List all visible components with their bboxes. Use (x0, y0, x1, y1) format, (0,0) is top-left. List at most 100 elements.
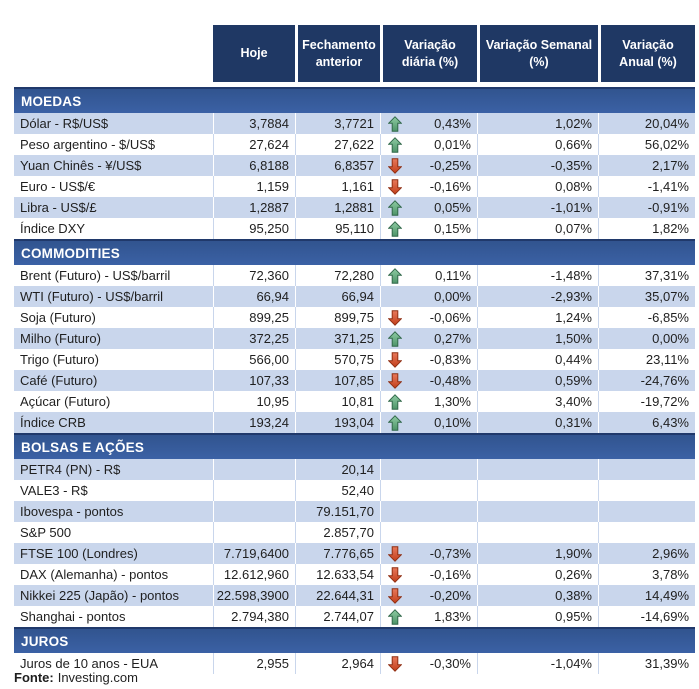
arrow-up-icon (387, 220, 402, 237)
header-spacer (14, 25, 213, 82)
arrow-placeholder (387, 525, 402, 541)
table-row-indice-crb: Índice CRB 193,24 193,04 0,10% 0,31% 6,43% (14, 412, 695, 433)
arrow-up-icon (387, 136, 402, 153)
cell-variacao-diaria: 0,05% (380, 197, 477, 218)
cell-variacao-diaria (380, 480, 477, 501)
table-row-indice-dxy: Índice DXY 95,250 95,110 0,15% 0,07% 1,82% (14, 218, 695, 239)
arrow-up-icon (387, 199, 402, 216)
cell-variacao-anual: 0,00% (598, 328, 695, 349)
variacao-diaria-value: -0,73% (429, 546, 471, 561)
cell-hoje: 1,159 (213, 176, 295, 197)
cell-hoje: 899,25 (213, 307, 295, 328)
table-row-milho-futuro: Milho (Futuro) 372,25 371,25 0,27% 1,50% 0,00… (14, 328, 695, 349)
cell-variacao-semanal: -2,93% (477, 286, 598, 307)
variacao-diaria-value: 0,00% (434, 289, 471, 304)
cell-variacao-diaria (380, 459, 477, 480)
cell-fechamento-anterior: 79.151,70 (295, 501, 380, 522)
cell-variacao-semanal: 0,38% (477, 585, 598, 606)
cell-variacao-anual: 35,07% (598, 286, 695, 307)
column-header-hoje: Hoje (213, 25, 295, 82)
cell-fechamento-anterior: 2,964 (295, 653, 380, 674)
cell-hoje: 27,624 (213, 134, 295, 155)
cell-label: S&P 500 (20, 525, 72, 540)
cell-variacao-semanal: 0,07% (477, 218, 598, 239)
cell-fechamento-anterior: 6,8357 (295, 155, 380, 176)
cell-variacao-anual: 14,49% (598, 585, 695, 606)
column-header-row: Hoje Fechamento anterior Variação diária… (14, 25, 695, 82)
market-table: Hoje Fechamento anterior Variação diária… (14, 25, 695, 674)
table-row-juros-de-10-anos-eua: Juros de 10 anos - EUA 2,955 2,964 -0,30% -1… (14, 653, 695, 674)
cell-variacao-anual: 6,43% (598, 412, 695, 433)
cell-variacao-anual: 2,17% (598, 155, 695, 176)
cell-variacao-semanal: 1,50% (477, 328, 598, 349)
table-row-vale3-r: VALE3 - R$ 52,40 (14, 480, 695, 501)
cell-fechamento-anterior: 3,7721 (295, 113, 380, 134)
variacao-diaria-value: 1,30% (434, 394, 471, 409)
cell-variacao-anual: 56,02% (598, 134, 695, 155)
cell-hoje: 95,250 (213, 218, 295, 239)
cell-variacao-anual: -19,72% (598, 391, 695, 412)
cell-label: Euro - US$/€ (20, 179, 96, 194)
arrow-up-icon (387, 330, 402, 347)
cell-variacao-semanal (477, 501, 598, 522)
cell-label: VALE3 - R$ (20, 483, 88, 498)
table-row-wti-futuro-us-barril: WTI (Futuro) - US$/barril 66,94 66,94 0,00%… (14, 286, 695, 307)
cell-variacao-anual: -6,85% (598, 307, 695, 328)
cell-variacao-diaria: -0,16% (380, 564, 477, 585)
cell-variacao-anual: -1,41% (598, 176, 695, 197)
section-header-moedas: MOEDAS (14, 87, 695, 113)
table-row-dax-alemanha-pontos: DAX (Alemanha) - pontos 12.612,960 12.633,… (14, 564, 695, 585)
cell-fechamento-anterior: 371,25 (295, 328, 380, 349)
table-row-peso-argentino-us: Peso argentino - $/US$ 27,624 27,622 0,01% 0… (14, 134, 695, 155)
cell-variacao-diaria (380, 522, 477, 543)
variacao-diaria-value: -0,20% (429, 588, 471, 603)
cell-label: Café (Futuro) (20, 373, 98, 388)
cell-hoje: 2.794,380 (213, 606, 295, 627)
cell-hoje: 22.598,3900 (213, 585, 295, 606)
cell-hoje: 10,95 (213, 391, 295, 412)
cell-label: Yuan Chinês - ¥/US$ (20, 158, 142, 173)
cell-variacao-semanal: 1,90% (477, 543, 598, 564)
cell-label: Brent (Futuro) - US$/barril (20, 268, 171, 283)
cell-hoje: 72,360 (213, 265, 295, 286)
cell-variacao-semanal: 0,66% (477, 134, 598, 155)
cell-variacao-anual: 2,96% (598, 543, 695, 564)
cell-variacao-diaria: 0,11% (380, 265, 477, 286)
cell-variacao-diaria: -0,20% (380, 585, 477, 606)
cell-fechamento-anterior: 899,75 (295, 307, 380, 328)
cell-label: Libra - US$/£ (20, 200, 97, 215)
cell-variacao-anual: 1,82% (598, 218, 695, 239)
cell-label: PETR4 (PN) - R$ (20, 462, 121, 477)
table-body: MOEDAS Dólar - R$/US$ 3,7884 3,7721 0,43% 1,0… (14, 87, 695, 674)
cell-variacao-diaria: -0,06% (380, 307, 477, 328)
arrow-down-icon (387, 178, 402, 195)
cell-fechamento-anterior: 1,2881 (295, 197, 380, 218)
table-row-petr4-pn-r: PETR4 (PN) - R$ 20,14 (14, 459, 695, 480)
cell-variacao-anual: 3,78% (598, 564, 695, 585)
cell-variacao-diaria: 0,43% (380, 113, 477, 134)
table-row-euro-us: Euro - US$/€ 1,159 1,161 -0,16% 0,08% -1,41% (14, 176, 695, 197)
cell-fechamento-anterior: 193,04 (295, 412, 380, 433)
cell-label: Peso argentino - $/US$ (20, 137, 156, 152)
cell-variacao-anual (598, 480, 695, 501)
cell-hoje: 193,24 (213, 412, 295, 433)
cell-variacao-semanal: -1,04% (477, 653, 598, 674)
arrow-down-icon (387, 655, 402, 672)
cell-fechamento-anterior: 27,622 (295, 134, 380, 155)
arrow-down-icon (387, 309, 402, 326)
cell-variacao-diaria: -0,30% (380, 653, 477, 674)
cell-variacao-diaria: -0,16% (380, 176, 477, 197)
cell-variacao-semanal: -1,48% (477, 265, 598, 286)
cell-variacao-diaria: -0,25% (380, 155, 477, 176)
cell-fechamento-anterior: 20,14 (295, 459, 380, 480)
cell-label: Dólar - R$/US$ (20, 116, 109, 131)
cell-variacao-diaria: -0,48% (380, 370, 477, 391)
cell-variacao-diaria: 0,00% (380, 286, 477, 307)
cell-fechamento-anterior: 12.633,54 (295, 564, 380, 585)
arrow-placeholder (387, 483, 402, 499)
cell-label: Nikkei 225 (Japão) - pontos (20, 588, 179, 603)
arrow-up-icon (387, 393, 402, 410)
source-footer: Fonte: Investing.com (14, 670, 138, 685)
cell-variacao-semanal: -1,01% (477, 197, 598, 218)
cell-hoje (213, 459, 295, 480)
